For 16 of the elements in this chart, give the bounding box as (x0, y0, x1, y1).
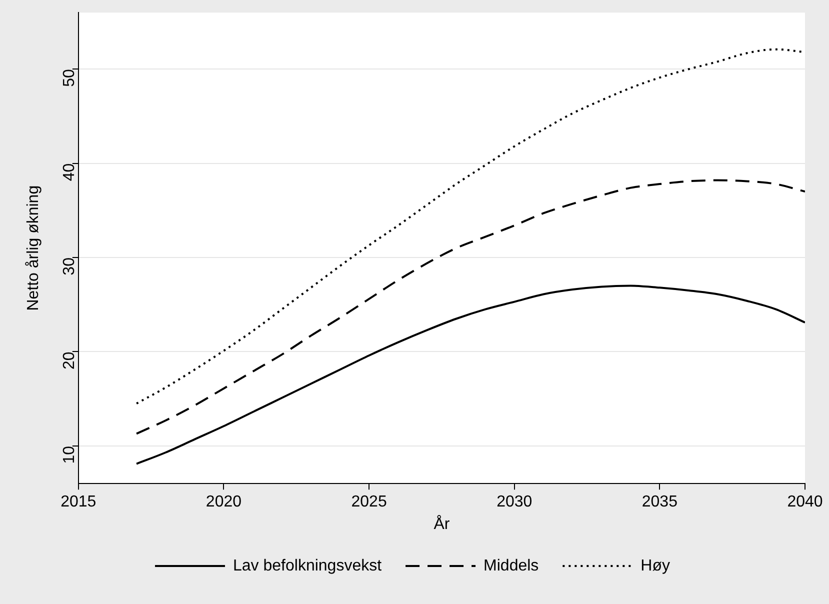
x-tick-label: 2040 (787, 494, 823, 511)
y-tick-label: 50 (60, 69, 78, 87)
y-axis-title: Netto årlig økning (25, 185, 42, 311)
x-tick-label: 2030 (496, 494, 532, 511)
y-tick-label: 20 (60, 352, 78, 370)
legend-label: Lav befolkningsvekst (233, 557, 382, 574)
x-tick-label: 2035 (642, 494, 678, 511)
y-tick-label: 10 (60, 446, 78, 464)
x-tick-label: 2020 (206, 494, 242, 511)
y-tick-label: 40 (60, 163, 78, 182)
x-axis-title: År (434, 514, 450, 533)
legend-label: Middels (484, 557, 539, 574)
x-tick-label: 2025 (351, 494, 387, 511)
legend-label: Høy (640, 557, 670, 574)
x-tick-label: 2015 (60, 494, 96, 511)
y-tick-label: 30 (60, 257, 78, 276)
